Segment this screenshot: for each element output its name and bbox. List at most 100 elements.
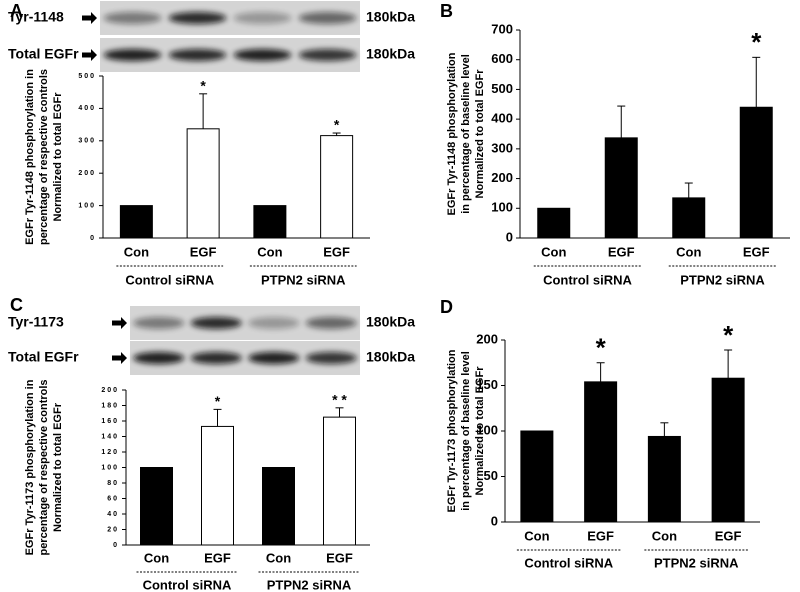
bar [119, 205, 153, 239]
blot-band [298, 12, 357, 24]
x-tick-label: EGF [190, 244, 217, 259]
x-tick-label: EGF [587, 528, 614, 543]
bar [520, 430, 554, 523]
group-label: Control siRNA [125, 272, 214, 287]
bar [201, 425, 234, 546]
bar [140, 467, 173, 546]
blot-label: Tyr-1173 [8, 314, 64, 330]
significance-marker: * [751, 27, 762, 57]
group-label: Control siRNA [543, 272, 632, 287]
y-tick-label: 40 [107, 511, 119, 518]
y-tick-label: 0 [90, 235, 96, 242]
x-tick-label: Con [541, 244, 566, 259]
error-bar [596, 362, 605, 382]
y-axis-label: EGFr Tyr-1173 phosphorylation in [24, 379, 36, 555]
bar [647, 435, 681, 523]
blot-arrow [82, 12, 97, 24]
group-label: PTPN2 siRNA [654, 555, 739, 570]
panel-label: B [440, 1, 453, 21]
y-tick-label: 20 [107, 526, 119, 533]
blot-band [248, 352, 300, 364]
y-axis-label: in percentage of baseline level [460, 351, 472, 511]
blot-size: 180kDa [366, 314, 415, 330]
blot-band [233, 12, 292, 24]
blot-band [305, 352, 357, 364]
blot-band [248, 317, 300, 329]
y-tick-label: 300 [491, 140, 513, 155]
blot-label: Total EGFr [8, 46, 79, 62]
y-axis-label: EGFr Tyr-1173 phosphorylation [446, 349, 458, 512]
x-tick-label: EGF [608, 244, 635, 259]
y-tick-label: 100 [78, 202, 96, 209]
significance-marker: * [723, 320, 734, 350]
y-axis-label: EGFr Tyr-1148 phosphorylation in [24, 69, 36, 245]
bar [604, 137, 638, 239]
blot-arrow [112, 317, 127, 329]
y-tick-label: 200 [78, 170, 96, 177]
significance-marker: * [596, 333, 607, 363]
significance-marker: * [215, 393, 221, 409]
y-tick-label: 60 [107, 495, 119, 502]
error-bar [724, 349, 733, 379]
blot-band [133, 352, 185, 364]
error-bar [199, 93, 208, 129]
y-tick-label: 300 [78, 138, 96, 145]
x-tick-label: Con [124, 244, 149, 259]
blot-label: Tyr-1148 [8, 9, 64, 25]
blot-band [103, 12, 162, 24]
y-tick-label: 600 [491, 51, 513, 66]
bar [672, 197, 706, 239]
y-tick-label: 180 [101, 402, 119, 409]
x-tick-label: Con [257, 244, 282, 259]
y-tick-label: 200 [476, 331, 498, 346]
y-axis-label: percentage of respective controls [38, 379, 50, 555]
error-bar [213, 408, 222, 427]
significance-marker: * [334, 117, 340, 133]
group-label: Control siRNA [524, 555, 613, 570]
group-label: PTPN2 siRNA [267, 577, 352, 592]
blot-band [233, 49, 292, 61]
y-tick-label: 80 [107, 480, 119, 487]
bar [320, 135, 354, 239]
panel-label: C [10, 295, 23, 315]
y-axis-label: in percentage of baseline level [460, 54, 472, 214]
panel-label: D [440, 297, 453, 317]
blot-size: 180kDa [366, 349, 415, 365]
blot-band [168, 49, 227, 61]
error-bar [332, 132, 341, 136]
y-tick-label: 0 [491, 513, 498, 528]
x-tick-label: Con [652, 528, 677, 543]
blot-arrow [82, 49, 97, 61]
blot-band [133, 317, 185, 329]
group-label: PTPN2 siRNA [261, 272, 346, 287]
bar [262, 467, 295, 546]
y-tick-label: 100 [101, 464, 119, 471]
y-tick-label: 500 [491, 81, 513, 96]
blot-band [298, 49, 357, 61]
x-tick-label: EGF [743, 244, 770, 259]
y-axis-label: Normalized to total EGFr [52, 402, 64, 532]
y-axis-label: Normalized to total EGFr [52, 92, 64, 222]
y-tick-label: 100 [491, 200, 513, 215]
blot-band [190, 317, 242, 329]
y-tick-label: 50 [484, 468, 498, 483]
error-bar [617, 105, 626, 138]
significance-marker: * * [332, 392, 347, 408]
x-tick-label: Con [266, 550, 291, 565]
y-tick-label: 160 [101, 418, 119, 425]
y-tick-label: 700 [491, 21, 513, 36]
x-tick-label: EGF [204, 550, 231, 565]
y-tick-label: 400 [491, 111, 513, 126]
y-axis-label: Normalized to total EGFr [474, 69, 486, 199]
x-tick-label: Con [524, 528, 549, 543]
error-bar [335, 407, 344, 418]
group-label: PTPN2 siRNA [680, 272, 765, 287]
x-tick-label: Con [144, 550, 169, 565]
bar [537, 207, 571, 239]
y-tick-label: 120 [101, 449, 119, 456]
y-axis-label: percentage of respective controls [38, 69, 50, 245]
y-tick-label: 200 [101, 387, 119, 394]
blot-band [168, 12, 227, 24]
bar [711, 377, 745, 523]
blot-arrow [112, 352, 127, 364]
